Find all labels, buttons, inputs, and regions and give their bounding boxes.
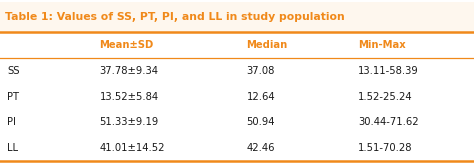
Text: 1.51-70.28: 1.51-70.28 <box>358 143 412 153</box>
Text: SS: SS <box>7 66 19 76</box>
Text: 37.08: 37.08 <box>246 66 275 76</box>
Text: 37.78±9.34: 37.78±9.34 <box>100 66 158 76</box>
Text: 42.46: 42.46 <box>246 143 275 153</box>
Text: PI: PI <box>7 117 16 127</box>
Text: 13.52±5.84: 13.52±5.84 <box>100 92 159 102</box>
Text: 50.94: 50.94 <box>246 117 275 127</box>
Bar <box>0 2 474 32</box>
Text: 13.11-58.39: 13.11-58.39 <box>358 66 419 76</box>
Text: 30.44-71.62: 30.44-71.62 <box>358 117 419 127</box>
Text: Min-Max: Min-Max <box>358 40 406 50</box>
Text: 12.64: 12.64 <box>246 92 275 102</box>
Text: 1.52-25.24: 1.52-25.24 <box>358 92 412 102</box>
Text: 51.33±9.19: 51.33±9.19 <box>100 117 159 127</box>
Text: Mean±SD: Mean±SD <box>100 40 154 50</box>
Text: 41.01±14.52: 41.01±14.52 <box>100 143 165 153</box>
Text: Median: Median <box>246 40 288 50</box>
Text: Table 1: Values of SS, PT, PI, and LL in study population: Table 1: Values of SS, PT, PI, and LL in… <box>5 12 345 22</box>
Text: PT: PT <box>7 92 19 102</box>
Text: LL: LL <box>7 143 18 153</box>
